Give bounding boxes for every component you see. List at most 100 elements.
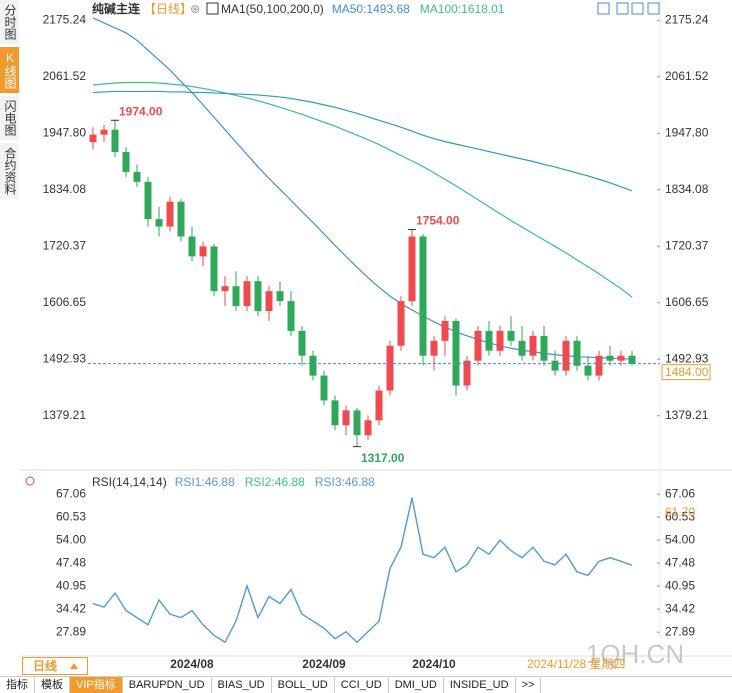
y-tick-label: 27.89	[665, 624, 695, 638]
y-tick-label: 1379.21	[43, 408, 87, 422]
candle-body	[573, 340, 581, 366]
y-tick-label: 60.53	[665, 509, 695, 523]
y-tick-label: 1720.37	[43, 238, 87, 252]
candle-body	[551, 360, 559, 371]
y-tick-label: 40.95	[665, 578, 695, 592]
y-tick-label: 67.06	[56, 486, 86, 500]
y-tick-label: 34.42	[56, 601, 86, 615]
candle-body	[199, 246, 207, 257]
candle-body	[89, 134, 97, 143]
crosshair-icon[interactable]	[25, 476, 35, 486]
annotation: 1974.00	[119, 104, 163, 118]
sidebar-tab[interactable]: 合约资料	[0, 143, 19, 199]
candle-body	[507, 330, 515, 341]
toolbar-tab[interactable]: 指标	[0, 677, 35, 693]
candle-body	[177, 201, 185, 237]
y-tick-label: 1947.80	[43, 125, 87, 139]
y-tick-label: 27.89	[56, 624, 86, 638]
candle-body	[375, 390, 383, 421]
sidebar-tab[interactable]: K线图	[0, 47, 19, 93]
legend-entry: MA50:1493.68	[332, 2, 410, 16]
icon[interactable]	[597, 2, 610, 15]
sidebar-tab[interactable]: 闪电图	[0, 96, 19, 140]
y-tick-label: 34.42	[665, 601, 695, 615]
candle-body	[254, 281, 262, 312]
x-tick-label: 2024/09	[302, 657, 346, 671]
y-tick-label: 47.48	[56, 555, 86, 569]
icon[interactable]	[631, 2, 644, 15]
candle-body	[111, 129, 119, 153]
icon[interactable]	[616, 2, 629, 15]
candle-body	[100, 129, 108, 135]
candle-body	[606, 355, 614, 361]
candle-body	[342, 410, 350, 426]
candle-body	[276, 291, 284, 302]
candle-body	[122, 152, 130, 172]
series-line	[92, 497, 633, 644]
period-arrow[interactable]	[70, 663, 78, 669]
legend-entry: RSI2:46.88	[245, 475, 305, 489]
candle-body	[419, 236, 427, 356]
toolbar-tab[interactable]: >>	[516, 677, 542, 693]
settings-icon[interactable]: ⊕	[190, 2, 200, 16]
candle-body	[133, 171, 141, 182]
candle-body	[452, 320, 460, 386]
candle-body	[331, 400, 339, 426]
sidebar-tab[interactable]: 分时图	[0, 0, 19, 44]
x-tick-label: 2024/10	[412, 657, 456, 671]
toolbar-tab[interactable]: BOLL_UD	[272, 677, 335, 693]
period-button[interactable]: 日线	[22, 657, 88, 675]
candle-body	[155, 219, 163, 227]
toolbar-tab[interactable]: INSIDE_UD	[444, 677, 516, 693]
candle-body	[188, 236, 196, 257]
candle-body	[386, 345, 394, 391]
y-tick-label: 2175.24	[43, 12, 87, 26]
series-line	[92, 81, 633, 298]
indicator-label: RSI(14,14,14)	[92, 475, 167, 489]
toolbar-tab[interactable]: 模板	[35, 677, 70, 693]
toolbar-icons[interactable]	[206, 2, 660, 15]
candle-body	[144, 181, 152, 220]
last-price-box	[661, 364, 711, 381]
toolbar-tab[interactable]: VIP指标	[70, 677, 123, 693]
y-tick-label: 54.00	[665, 532, 695, 546]
toolbar-tab[interactable]: BARUPDN_UD	[123, 677, 212, 693]
y-tick-label: 1720.37	[665, 238, 709, 252]
legend-entry: RSI1:46.88	[175, 475, 235, 489]
y-tick-label: 1834.08	[665, 182, 709, 196]
candle-body	[243, 281, 251, 307]
y-tick-label: 2175.24	[665, 12, 709, 26]
y-tick-label: 40.95	[56, 578, 86, 592]
candle-body	[210, 246, 218, 292]
y-tick-label: 1379.21	[665, 408, 709, 422]
icon[interactable]	[206, 2, 219, 15]
toolbar: 指标 模板 VIP指标 BARUPDN_UD BIAS_UD BOLL_UD CCI_UD D…	[0, 676, 732, 693]
toolbar-tab[interactable]: DMI_UD	[389, 677, 444, 693]
candle-body	[309, 355, 317, 376]
toolbar-tab[interactable]: BIAS_UD	[212, 677, 272, 693]
candle-body	[397, 301, 405, 346]
y-tick-label: 1606.65	[43, 295, 87, 309]
y-tick-label: 67.06	[665, 486, 695, 500]
candle-body	[430, 340, 438, 356]
legend-entry: MA100:1618.01	[420, 2, 505, 16]
candle-body	[221, 286, 229, 292]
candle-body	[562, 340, 570, 371]
candle-body	[474, 330, 482, 361]
candle-body	[584, 365, 592, 376]
candle-body	[408, 236, 416, 302]
indicator-label: MA1(50,100,200,0)	[221, 2, 324, 16]
y-tick-label: 54.00	[56, 532, 86, 546]
candle-body	[298, 330, 306, 356]
candle-body	[320, 375, 328, 401]
y-tick-label: 1492.93	[43, 351, 87, 365]
candle-body	[540, 335, 548, 361]
series-line	[92, 90, 633, 192]
candle-body	[364, 420, 372, 436]
candle-body	[595, 355, 603, 376]
toolbar-tab[interactable]: CCI_UD	[335, 677, 389, 693]
icon[interactable]	[647, 2, 660, 15]
candle-body	[232, 286, 240, 307]
y-tick-label: 2061.52	[665, 69, 709, 83]
